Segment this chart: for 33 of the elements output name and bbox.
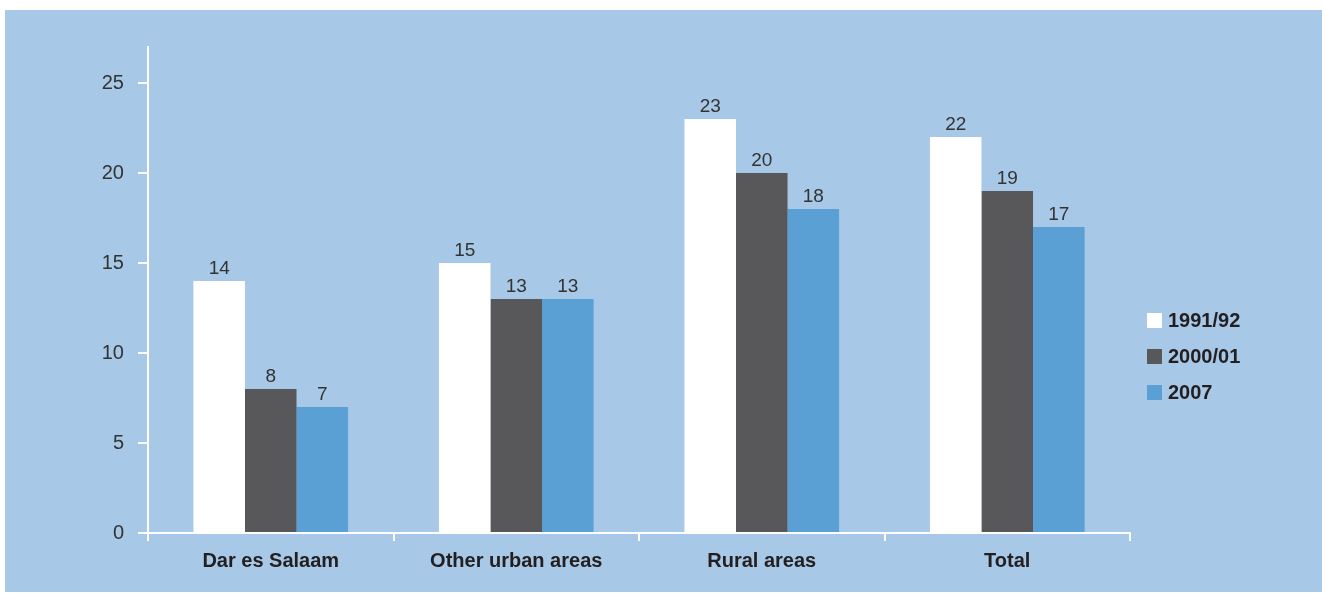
bar [787,209,840,532]
y-tick-label: 5 [112,430,124,453]
x-tick-label: Total [984,548,1031,571]
data-label: 22 [945,112,967,134]
y-tick-label: 20 [101,160,124,183]
x-tick-label: Dar es Salaam [202,548,340,571]
bar [490,299,543,532]
legend-label: 2007 [1168,380,1213,404]
bar [542,299,594,532]
y-tick-label: 0 [112,520,124,543]
data-label: 23 [699,94,721,116]
data-label: 17 [1048,202,1070,224]
data-label: 13 [557,274,579,296]
y-tick-label: 25 [101,70,124,93]
bar [1033,227,1085,532]
data-label: 7 [317,382,328,404]
legend-label: 2000/01 [1168,344,1241,368]
data-label: 15 [454,238,476,260]
data-label: 20 [751,148,773,170]
data-label: 14 [208,256,231,278]
bar [296,407,349,532]
y-tick-label: 10 [101,340,124,363]
legend-label: 1991/92 [1168,308,1241,332]
data-label: 8 [265,364,277,386]
x-tick-label: Other urban areas [430,548,603,571]
y-tick-label: 15 [101,250,124,273]
data-label: 13 [505,274,527,296]
bar [981,191,1034,532]
bar [735,173,788,532]
x-tick-label: Rural areas [707,548,817,571]
data-label: 18 [802,184,824,206]
data-label: 19 [996,166,1018,188]
bar [244,389,297,532]
